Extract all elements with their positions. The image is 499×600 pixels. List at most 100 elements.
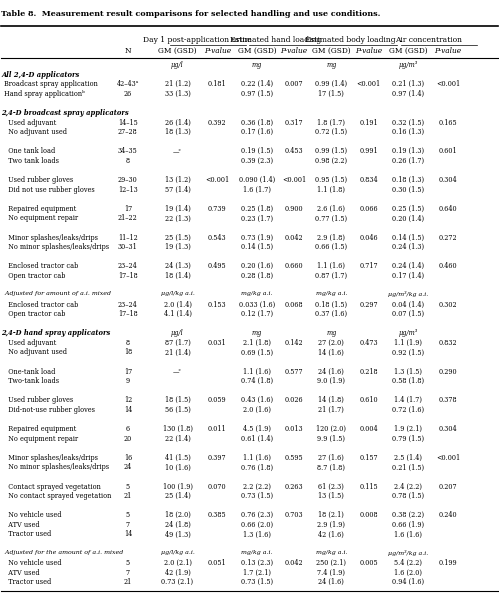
Text: 0.76 (1.8): 0.76 (1.8)	[241, 463, 273, 472]
Text: Used rubber gloves: Used rubber gloves	[4, 397, 73, 404]
Text: 1.9 (2.1): 1.9 (2.1)	[394, 425, 422, 433]
Text: <0.001: <0.001	[356, 80, 381, 88]
Text: 18 (1.4): 18 (1.4)	[165, 272, 191, 280]
Text: mg: mg	[252, 61, 262, 69]
Text: 12: 12	[124, 397, 132, 404]
Text: Hand spray applicationᵇ: Hand spray applicationᵇ	[4, 90, 85, 98]
Text: 14 (1.6): 14 (1.6)	[318, 349, 344, 356]
Text: Repaired equipment: Repaired equipment	[4, 205, 76, 213]
Text: 0.14 (1.5): 0.14 (1.5)	[392, 233, 424, 242]
Text: 19 (1.4): 19 (1.4)	[165, 205, 191, 213]
Text: GM (GSD): GM (GSD)	[312, 47, 351, 55]
Text: Open tractor cab: Open tractor cab	[4, 310, 65, 318]
Text: 0.297: 0.297	[359, 301, 378, 308]
Text: 7: 7	[126, 569, 130, 577]
Text: 0.18 (1.5): 0.18 (1.5)	[315, 301, 347, 308]
Text: 0.051: 0.051	[208, 559, 227, 567]
Text: 0.473: 0.473	[359, 339, 378, 347]
Text: 4.5 (1.9): 4.5 (1.9)	[243, 425, 271, 433]
Text: Day 1 post-application urine: Day 1 post-application urine	[143, 36, 251, 44]
Text: 0.58 (1.8): 0.58 (1.8)	[392, 377, 424, 385]
Text: Used adjuvant: Used adjuvant	[4, 119, 56, 127]
Text: 27–28: 27–28	[118, 128, 138, 136]
Text: mg: mg	[252, 329, 262, 337]
Text: 61 (2.3): 61 (2.3)	[318, 482, 344, 491]
Text: 1.4 (1.7): 1.4 (1.7)	[394, 397, 422, 404]
Text: 0.042: 0.042	[285, 233, 303, 242]
Text: Two tank loads: Two tank loads	[4, 157, 59, 165]
Text: 0.378: 0.378	[439, 397, 457, 404]
Text: 41 (1.5): 41 (1.5)	[165, 454, 191, 462]
Text: 42 (1.9): 42 (1.9)	[165, 569, 191, 577]
Text: 10 (1.6): 10 (1.6)	[165, 463, 191, 472]
Text: 0.32 (1.5): 0.32 (1.5)	[392, 119, 424, 127]
Text: 0.142: 0.142	[285, 339, 303, 347]
Text: No adjuvant used: No adjuvant used	[4, 128, 67, 136]
Text: 33 (1.3): 33 (1.3)	[165, 90, 191, 98]
Text: 56 (1.5): 56 (1.5)	[165, 406, 191, 414]
Text: 0.73 (1.5): 0.73 (1.5)	[241, 578, 273, 586]
Text: 1.7 (2.1): 1.7 (2.1)	[243, 569, 271, 577]
Text: 27 (1.6): 27 (1.6)	[318, 454, 344, 462]
Text: 57 (1.4): 57 (1.4)	[165, 185, 191, 194]
Text: 0.042: 0.042	[285, 559, 303, 567]
Text: 0.26 (1.7): 0.26 (1.7)	[392, 157, 424, 165]
Text: 0.74 (1.8): 0.74 (1.8)	[241, 377, 273, 385]
Text: Minor splashes/leaks/drips: Minor splashes/leaks/drips	[4, 454, 98, 462]
Text: 2.1 (1.8): 2.1 (1.8)	[243, 339, 271, 347]
Text: 0.834: 0.834	[359, 176, 378, 184]
Text: 0.181: 0.181	[208, 80, 227, 88]
Text: Repaired equipment: Repaired equipment	[4, 425, 76, 433]
Text: 0.610: 0.610	[359, 397, 378, 404]
Text: 14–15: 14–15	[118, 119, 138, 127]
Text: 0.12 (1.7): 0.12 (1.7)	[241, 310, 273, 318]
Text: 0.005: 0.005	[359, 559, 378, 567]
Text: 2.6 (1.6): 2.6 (1.6)	[317, 205, 345, 213]
Text: 2.0 (1.4): 2.0 (1.4)	[164, 301, 192, 308]
Text: 12–13: 12–13	[118, 185, 138, 194]
Text: 0.21 (1.5): 0.21 (1.5)	[392, 463, 424, 472]
Text: 0.739: 0.739	[208, 205, 227, 213]
Text: 0.18 (1.3): 0.18 (1.3)	[392, 176, 424, 184]
Text: 0.207: 0.207	[439, 482, 457, 491]
Text: 8: 8	[126, 339, 130, 347]
Text: 5.4 (2.2): 5.4 (2.2)	[394, 559, 422, 567]
Text: 1.6 (1.7): 1.6 (1.7)	[243, 185, 271, 194]
Text: 0.99 (1.4): 0.99 (1.4)	[315, 80, 347, 88]
Text: 24 (1.8): 24 (1.8)	[165, 521, 191, 529]
Text: 2,4-D hand spray applicators: 2,4-D hand spray applicators	[1, 329, 111, 337]
Text: 0.717: 0.717	[359, 262, 378, 270]
Text: 25 (1.5): 25 (1.5)	[165, 233, 191, 242]
Text: 0.703: 0.703	[285, 511, 303, 519]
Text: 0.17 (1.6): 0.17 (1.6)	[241, 128, 273, 136]
Text: 2.4 (2.2): 2.4 (2.2)	[394, 482, 422, 491]
Text: 24 (1.6): 24 (1.6)	[318, 578, 344, 586]
Text: 9: 9	[126, 377, 130, 385]
Text: 0.17 (1.4): 0.17 (1.4)	[392, 272, 424, 280]
Text: 1.1 (1.9): 1.1 (1.9)	[394, 339, 422, 347]
Text: 7: 7	[126, 521, 130, 529]
Text: 42 (1.6): 42 (1.6)	[318, 530, 344, 538]
Text: mg/kg a.i.: mg/kg a.i.	[316, 291, 347, 296]
Text: 87 (1.7): 87 (1.7)	[165, 339, 191, 347]
Text: 2,4-D broadcast spray applicators: 2,4-D broadcast spray applicators	[1, 109, 129, 117]
Text: 0.97 (1.5): 0.97 (1.5)	[241, 90, 273, 98]
Text: μg/m³/kg a.i.: μg/m³/kg a.i.	[388, 550, 429, 556]
Text: 2.5 (1.4): 2.5 (1.4)	[394, 454, 422, 462]
Text: 24 (1.3): 24 (1.3)	[165, 262, 191, 270]
Text: 2.9 (1.9): 2.9 (1.9)	[317, 521, 345, 529]
Text: 1.1 (1.6): 1.1 (1.6)	[317, 262, 345, 270]
Text: 18: 18	[124, 349, 132, 356]
Text: 0.066: 0.066	[359, 205, 378, 213]
Text: 8.7 (1.8): 8.7 (1.8)	[317, 463, 345, 472]
Text: —ᶜ: —ᶜ	[173, 148, 182, 155]
Text: 23–24: 23–24	[118, 301, 138, 308]
Text: Estimated hand loading: Estimated hand loading	[230, 36, 321, 44]
Text: 0.38 (2.2): 0.38 (2.2)	[392, 511, 424, 519]
Text: GM (GSD): GM (GSD)	[158, 47, 197, 55]
Text: 0.97 (1.4): 0.97 (1.4)	[392, 90, 424, 98]
Text: Two-tank loads: Two-tank loads	[4, 377, 59, 385]
Text: 0.21 (1.3): 0.21 (1.3)	[392, 80, 424, 88]
Text: μg/m³/kg a.i.: μg/m³/kg a.i.	[388, 291, 429, 297]
Text: 20: 20	[124, 434, 132, 443]
